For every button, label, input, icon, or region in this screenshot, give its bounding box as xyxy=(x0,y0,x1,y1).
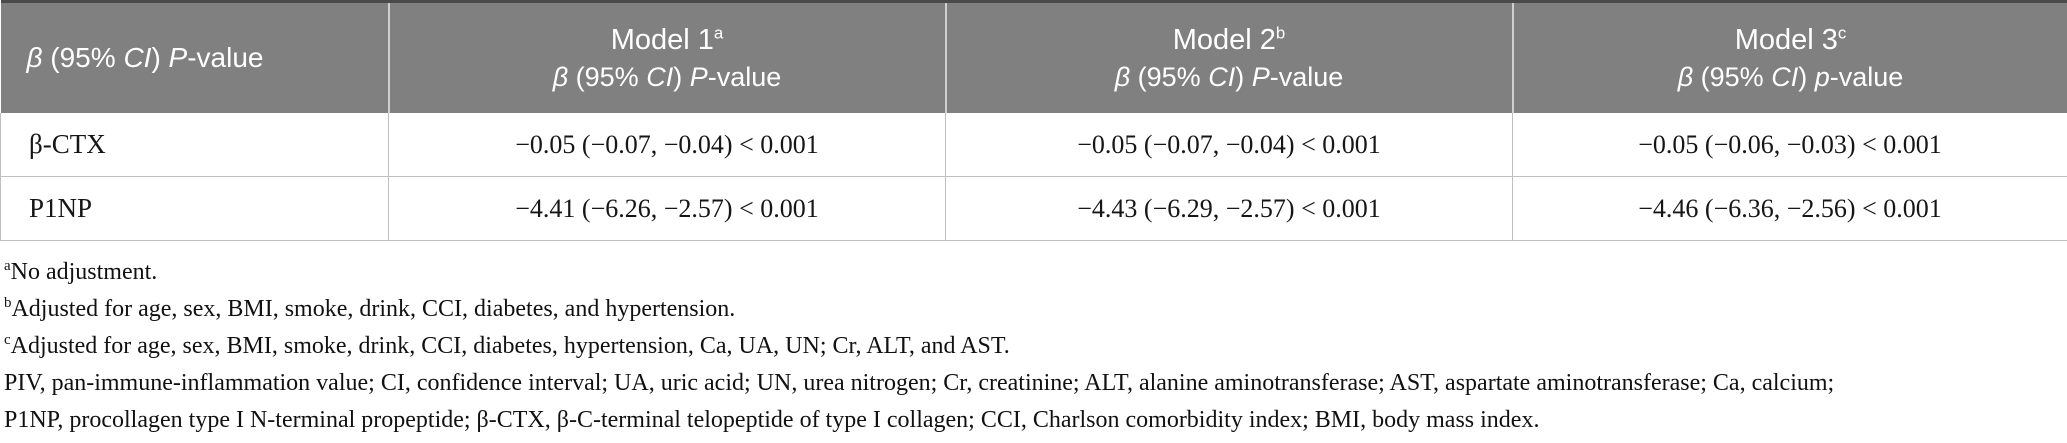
table-row: β-CTX −0.05 (−0.07, −0.04) < 0.001 −0.05… xyxy=(0,113,2067,177)
model-3-footnote-mark: c xyxy=(1837,22,1847,42)
model-1-subtitle: β (95% CI) P-value xyxy=(552,61,782,92)
footnote-c: cAdjusted for age, sex, BMI, smoke, drin… xyxy=(4,328,2067,365)
cell-p1np-model-2: −4.43 (−6.29, −2.57) < 0.001 xyxy=(945,176,1513,241)
cell-beta-ctx-model-3: −0.05 (−0.06, −0.03) < 0.001 xyxy=(1512,113,2067,177)
footnote-b-mark: b xyxy=(4,295,12,311)
cell-beta-ctx-model-1: −0.05 (−0.07, −0.04) < 0.001 xyxy=(388,113,946,177)
model-2-footnote-mark: b xyxy=(1275,22,1286,42)
model-3-subtitle: β (95% CI) p-value xyxy=(1677,61,1904,92)
cell-beta-ctx-model-2: −0.05 (−0.07, −0.04) < 0.001 xyxy=(945,113,1513,177)
row-label-p1np: P1NP xyxy=(0,176,389,241)
table-row: P1NP −4.41 (−6.26, −2.57) < 0.001 −4.43 … xyxy=(0,176,2067,241)
footnote-abbreviations-1-text: PIV, pan-immune-inflammation value; CI, … xyxy=(4,370,1835,396)
row-label-beta-ctx: β-CTX xyxy=(0,113,389,177)
model-1-footnote-mark: a xyxy=(713,22,724,42)
table-footnotes: aNo adjustment. bAdjusted for age, sex, … xyxy=(0,254,2067,439)
footnote-b: bAdjusted for age, sex, BMI, smoke, drin… xyxy=(4,291,2067,328)
header-cell-model-1: Model 1a β (95% CI) P-value xyxy=(387,1,946,113)
footnote-a: aNo adjustment. xyxy=(4,254,2067,291)
footnote-c-mark: c xyxy=(4,332,11,348)
footnote-b-text: Adjusted for age, sex, BMI, smoke, drink… xyxy=(11,296,736,322)
header-cell-model-3: Model 3c β (95% CI) p-value xyxy=(1511,1,2067,113)
regression-results-table: β (95% CI) P-value Model 1a β (95% CI) P… xyxy=(0,0,2067,241)
cell-p1np-model-1: −4.41 (−6.26, −2.57) < 0.001 xyxy=(388,176,946,241)
footnote-abbreviations-2-text: P1NP, procollagen type I N-terminal prop… xyxy=(4,407,1540,433)
model-2-subtitle: β (95% CI) P-value xyxy=(1114,61,1344,92)
footnote-a-mark: a xyxy=(4,258,11,274)
header-beta-ci-pvalue-text: β (95% CI) P-value xyxy=(26,42,264,73)
model-2-title: Model 2b xyxy=(1172,22,1286,56)
cell-p1np-model-3: −4.46 (−6.36, −2.56) < 0.001 xyxy=(1512,176,2067,241)
footnote-a-text: No adjustment. xyxy=(10,259,158,285)
model-1-title: Model 1a xyxy=(610,22,724,56)
header-cell-beta-ci-pvalue: β (95% CI) P-value xyxy=(0,1,389,113)
header-cell-model-2: Model 2b β (95% CI) P-value xyxy=(944,1,1513,113)
table-header-row: β (95% CI) P-value Model 1a β (95% CI) P… xyxy=(0,1,2067,113)
model-3-title: Model 3c xyxy=(1734,22,1847,56)
footnote-c-text: Adjusted for age, sex, BMI, smoke, drink… xyxy=(10,333,1010,359)
footnote-abbreviations-2: P1NP, procollagen type I N-terminal prop… xyxy=(4,402,2067,439)
footnote-abbreviations-1: PIV, pan-immune-inflammation value; CI, … xyxy=(4,365,2067,402)
